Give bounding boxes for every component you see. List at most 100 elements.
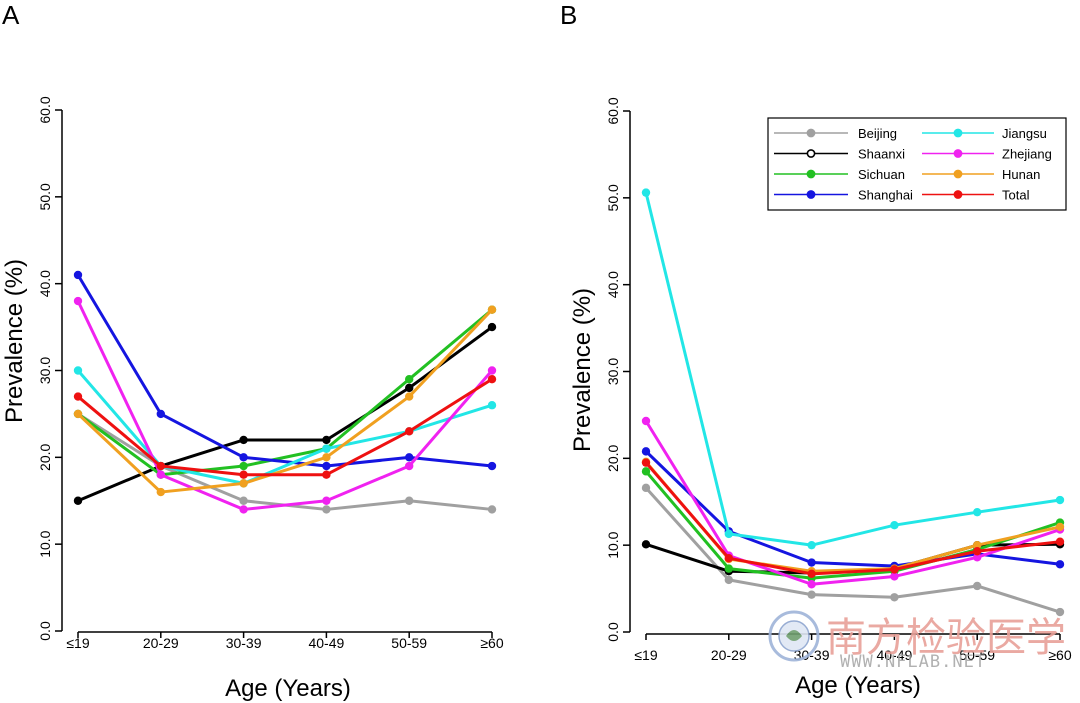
panel-b-point-total <box>807 569 816 579</box>
panel-b-x-tick-label: 50-59 <box>959 647 995 663</box>
panel-b-y-tick-label: 60.0 <box>605 97 621 124</box>
panel-b-y-axis-title: Prevalence (%) <box>569 288 596 452</box>
panel-a-series-line-shaanxi <box>77 325 493 503</box>
panel-b-y-tick-label: 10.0 <box>605 531 621 558</box>
panel-a-point-total <box>156 461 165 471</box>
panel-a-point-zhejiang <box>239 505 248 514</box>
panel-a-series <box>73 270 497 514</box>
panel-b-point-beijing <box>807 590 816 599</box>
panel-a-y-tick-label: 30.0 <box>37 357 53 384</box>
panel-a-point-total <box>487 374 497 384</box>
panel-b-point-beijing <box>890 593 899 602</box>
panel-a-y-tick-label: 60.0 <box>37 96 53 123</box>
legend-label-beijing: Beijing <box>858 126 897 141</box>
panel-b-point-zhejiang <box>641 416 651 426</box>
panel-a-point-shanghai <box>239 453 248 462</box>
panel-b-point-beijing <box>1055 607 1065 617</box>
watermark-logo-icon <box>768 610 820 662</box>
panel-a-x-axis-title: Age (Years) <box>225 675 351 702</box>
panel-b-series-line-total <box>644 461 1061 576</box>
legend-marker-hunan <box>953 169 963 179</box>
panel-a-point-sichuan <box>239 461 248 471</box>
legend-marker-zhejiang <box>953 149 963 158</box>
panel-a-series-line-sichuan <box>77 308 493 477</box>
panel-b-point-zhejiang <box>973 553 982 562</box>
panel-a-x-tick-label: ≥60 <box>480 635 503 651</box>
panel-a-point-hunan <box>322 453 331 462</box>
panel-b-point-jiangsu <box>973 507 982 517</box>
panel-b-point-sichuan <box>724 564 733 573</box>
panel-b-point-jiangsu <box>807 540 816 550</box>
panel-b-point-sichuan <box>641 467 651 476</box>
panel-b-point-shanghai <box>1055 560 1065 569</box>
panel-a-point-shaanxi <box>73 496 83 505</box>
panel-a-x-tick-label: 30-39 <box>226 635 262 651</box>
panel-a-point-zhejiang <box>156 470 165 479</box>
panel-a-point-zhejiang <box>487 366 497 375</box>
panel-b-series-line-jiangsu <box>644 192 1061 547</box>
panel-a-y-tick-label: 50.0 <box>37 183 53 210</box>
panel-a-point-hunan <box>156 487 165 497</box>
panel-a-point-zhejiang <box>405 461 414 471</box>
panel-a-point-hunan <box>487 305 497 314</box>
panel-b-series-line-shanghai <box>644 450 1061 568</box>
panel-b-x-tick-label: 20-29 <box>711 647 747 663</box>
panel-b-point-beijing <box>641 483 651 493</box>
panel-a-series-line-jiangsu <box>76 369 493 485</box>
legend-marker-sichuan <box>806 169 816 179</box>
panel-a-point-beijing <box>487 505 497 514</box>
panel-b-point-shanghai <box>641 447 651 456</box>
panel-b-point-jiangsu <box>641 188 651 197</box>
panel-b-series-line-zhejiang <box>644 420 1061 586</box>
watermark: 南方检验医学 WWW.NFLAB.NET <box>768 610 1066 672</box>
panel-a-point-zhejiang <box>322 496 331 505</box>
legend-label-jiangsu: Jiangsu <box>1002 126 1047 141</box>
panel-a-series-line-zhejiang <box>76 300 494 511</box>
panel-b-y-tick-label: 0.0 <box>605 622 621 642</box>
panel-b-x-tick-label: 40-49 <box>876 647 912 663</box>
panel-b-series <box>641 188 1065 617</box>
panel-b-point-shaanxi <box>641 540 651 549</box>
panel-a-point-beijing <box>322 505 331 514</box>
panel-a-point-beijing <box>239 496 248 505</box>
panel-a-point-sichuan <box>405 374 414 384</box>
panel-b-point-total <box>724 553 733 563</box>
panel-a-point-total <box>73 392 83 401</box>
panel-b-point-hunan <box>973 540 982 550</box>
panel-a-letter: A <box>2 0 20 30</box>
legend-marker-shaanxi <box>806 149 816 158</box>
panel-a-point-shaanxi <box>487 322 497 332</box>
panel-a-point-hunan <box>239 479 248 488</box>
panel-b-point-total <box>641 458 651 467</box>
panel-b-letter: B <box>560 0 577 30</box>
panel-b-x-tick-label: ≥60 <box>1048 647 1071 663</box>
panel-b-x-tick-label: ≤19 <box>634 647 657 663</box>
panel-a-x-tick-label: 20-29 <box>143 635 179 651</box>
panel-a-point-shaanxi <box>239 435 248 445</box>
panel-b-point-total <box>973 547 982 556</box>
panel-b-point-zhejiang <box>890 572 899 581</box>
panel-b-point-hunan <box>1055 522 1065 532</box>
panel-a-series-line-total <box>77 377 493 477</box>
legend-marker-shanghai <box>806 190 816 199</box>
panel-a-point-shanghai <box>405 453 414 462</box>
panel-b-y-tick-label: 40.0 <box>605 271 621 298</box>
watermark-text: 南方检验医学 <box>826 615 1066 661</box>
panel-b-chart: B 0.010.020.030.040.050.060.0≤19 20-29 30-… <box>560 0 1072 699</box>
legend-label-shanghai: Shanghai <box>858 188 913 203</box>
panel-a-point-total <box>405 427 414 436</box>
panel-a-point-jiangsu <box>487 401 497 410</box>
panel-a-y-tick-label: 0.0 <box>37 621 53 641</box>
legend-marker-total <box>953 190 963 199</box>
panel-a-y-axis-title: Prevalence (%) <box>1 259 28 423</box>
panel-a-point-zhejiang <box>73 296 83 306</box>
panel-a-chart: A 0.0 10.0 20.0 30.0 40.0 50.0 60.0 ≤19 20-29 30-… <box>1 0 504 702</box>
panel-a-point-total <box>322 470 331 479</box>
panel-a-x-tick-label: 50-59 <box>391 635 427 651</box>
panel-a-point-shanghai <box>322 461 331 471</box>
panel-b-series-line-beijing <box>644 486 1061 614</box>
panel-a-point-shanghai <box>156 409 165 419</box>
panel-b-point-beijing <box>973 581 982 591</box>
legend-label-shaanxi: Shaanxi <box>858 147 905 162</box>
